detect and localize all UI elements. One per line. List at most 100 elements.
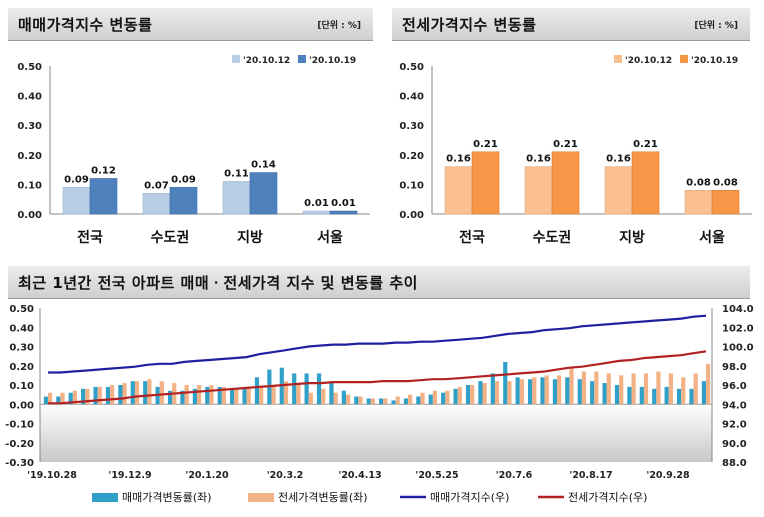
trend-sale-rate-bar xyxy=(118,385,123,405)
trend-jeonse-rate-bar xyxy=(594,371,599,405)
trend-jeonse-rate-bar xyxy=(147,379,152,405)
sale-panel-header: 매매가격지수 변동률 [단위 : %] xyxy=(8,8,373,41)
trend-jeonse-rate-bar xyxy=(681,377,686,405)
trend-jeonse-rate-bar xyxy=(408,394,413,405)
trend-jeonse-rate-bar xyxy=(308,392,313,405)
trend-sale-rate-bar xyxy=(428,394,433,405)
trend-sale-rate-bar xyxy=(614,385,620,405)
trend-sale-rate-bar xyxy=(652,388,657,405)
trend-sale-rate-bar xyxy=(552,379,558,405)
trend-sale-rate-bar xyxy=(391,400,396,405)
trend-sale-rate-bar xyxy=(664,386,669,405)
trend-right-tick-label: 92.0 xyxy=(722,420,747,431)
trend-sale-rate-bar xyxy=(490,373,495,405)
sale-category-label: 전국 xyxy=(77,229,103,246)
trend-sale-rate-bar xyxy=(93,386,98,405)
sale-bar xyxy=(329,210,358,215)
trend-jeonse-rate-bar xyxy=(619,375,624,405)
trend-right-tick-label: 100.0 xyxy=(722,343,754,354)
trend-jeonse-rate-bar xyxy=(159,381,164,405)
trend-sale-rate-bar xyxy=(304,373,309,405)
jeonse-bar-value-label: 0.21 xyxy=(473,139,498,150)
trend-sale-rate-bar xyxy=(416,396,421,405)
trend-sale-rate-bar xyxy=(354,396,359,405)
trend-left-tick-label: -0.30 xyxy=(5,458,34,469)
trend-sale-rate-bar xyxy=(254,377,260,405)
trend-jeonse-rate-bar xyxy=(569,367,574,405)
trend-sale-rate-bar xyxy=(205,386,210,405)
trend-sale-rate-bar xyxy=(503,361,508,405)
trend-legend-swatch xyxy=(248,493,274,502)
trend-jeonse-rate-bar xyxy=(507,381,512,405)
trend-jeonse-rate-bar xyxy=(395,396,400,405)
jeonse-change-bar-chart: 0.00 0.10 0.20 0.30 0.40 0.50 '20.10.12 '20.10.… xyxy=(399,55,752,246)
trend-jeonse-rate-bar xyxy=(370,398,375,405)
trend-jeonse-rate-bar xyxy=(48,392,53,405)
jeonse-y-tick-label: 0.20 xyxy=(399,151,424,162)
sale-category-label: 지방 xyxy=(237,229,263,246)
trend-jeonse-rate-bar xyxy=(333,392,338,405)
trend-jeonse-rate-bar xyxy=(656,371,661,405)
trend-left-tick-label: 0.00 xyxy=(9,400,34,411)
trend-sale-rate-bar xyxy=(515,377,520,405)
sale-y-tick-label: 0.30 xyxy=(17,121,42,132)
trend-x-tick-label: '20.7.6 xyxy=(496,470,533,481)
trend-right-tick-label: 90.0 xyxy=(722,439,747,450)
sale-bar xyxy=(302,210,331,215)
jeonse-legend-swatch xyxy=(680,55,688,63)
jeonse-bar xyxy=(684,190,713,215)
trend-left-tick-label: 0.10 xyxy=(9,381,34,392)
trend-sale-index-line xyxy=(48,314,707,374)
sale-legend-label: '20.10.19 xyxy=(309,56,356,66)
sale-bar-value-label: 0.09 xyxy=(64,174,89,185)
jeonse-y-tick-label: 0.30 xyxy=(399,121,424,132)
sale-panel-unit: [단위 : %] xyxy=(317,21,361,31)
jeonse-panel-title: 전세가격지수 변동률 xyxy=(402,16,537,34)
trend-sale-rate-bar xyxy=(242,388,247,405)
sale-y-tick-label: 0.50 xyxy=(17,62,42,73)
trend-jeonse-rate-bar xyxy=(358,396,363,405)
trend-sale-rate-bar xyxy=(180,390,185,405)
sale-bar xyxy=(249,172,278,215)
trend-sale-rate-bar xyxy=(341,390,346,405)
jeonse-category-label: 지방 xyxy=(619,229,645,246)
sale-panel-title: 매매가격지수 변동률 xyxy=(18,16,153,34)
trend-left-tick-label: 0.30 xyxy=(9,343,34,354)
sale-bar-value-label: 0.11 xyxy=(224,168,249,179)
trend-sale-rate-bar xyxy=(68,392,73,405)
trend-jeonse-rate-bar xyxy=(432,390,438,405)
trend-sale-rate-bar xyxy=(441,392,446,405)
sale-y-tick-label: 0.40 xyxy=(17,92,42,103)
sale-bar-value-label: 0.12 xyxy=(91,165,116,176)
sale-bar-value-label: 0.09 xyxy=(171,174,196,185)
trend-jeonse-rate-bar xyxy=(110,385,115,405)
trend-jeonse-rate-bar xyxy=(445,390,450,405)
jeonse-bar-value-label: 0.16 xyxy=(446,154,471,165)
trend-right-tick-label: 88.0 xyxy=(722,458,747,469)
jeonse-panel-unit: [단위 : %] xyxy=(694,21,738,31)
sale-bar-value-label: 0.14 xyxy=(251,160,276,171)
sale-bar-value-label: 0.01 xyxy=(304,198,329,209)
jeonse-bar xyxy=(631,151,660,215)
trend-right-tick-label: 102.0 xyxy=(722,323,754,334)
sale-category-label: 수도권 xyxy=(151,230,190,246)
jeonse-category-label: 전국 xyxy=(459,229,485,246)
trend-legend-label: 매매가격지수(우) xyxy=(430,491,509,504)
sale-legend-swatch xyxy=(298,55,306,63)
trend-legend-label: 전세가격변동률(좌) xyxy=(278,491,368,504)
trend-jeonse-rate-bar xyxy=(519,379,524,405)
sale-y-tick-label: 0.20 xyxy=(17,151,42,162)
trend-sale-rate-bar xyxy=(130,381,135,405)
jeonse-bar-value-label: 0.16 xyxy=(526,154,551,165)
trend-jeonse-rate-bar xyxy=(383,398,388,405)
trend-jeonse-rate-bar xyxy=(706,363,711,405)
trend-jeonse-rate-bar xyxy=(693,373,698,405)
trend-jeonse-rate-bar xyxy=(532,377,537,405)
trend-legend-swatch xyxy=(92,493,118,502)
trend-jeonse-rate-bar xyxy=(345,394,351,405)
trend-left-tick-label: 0.50 xyxy=(9,304,34,315)
trend-sale-rate-bar xyxy=(316,373,322,405)
jeonse-bar xyxy=(604,166,633,215)
trend-sale-rate-bar xyxy=(602,383,607,405)
trend-jeonse-rate-bar xyxy=(482,383,487,405)
